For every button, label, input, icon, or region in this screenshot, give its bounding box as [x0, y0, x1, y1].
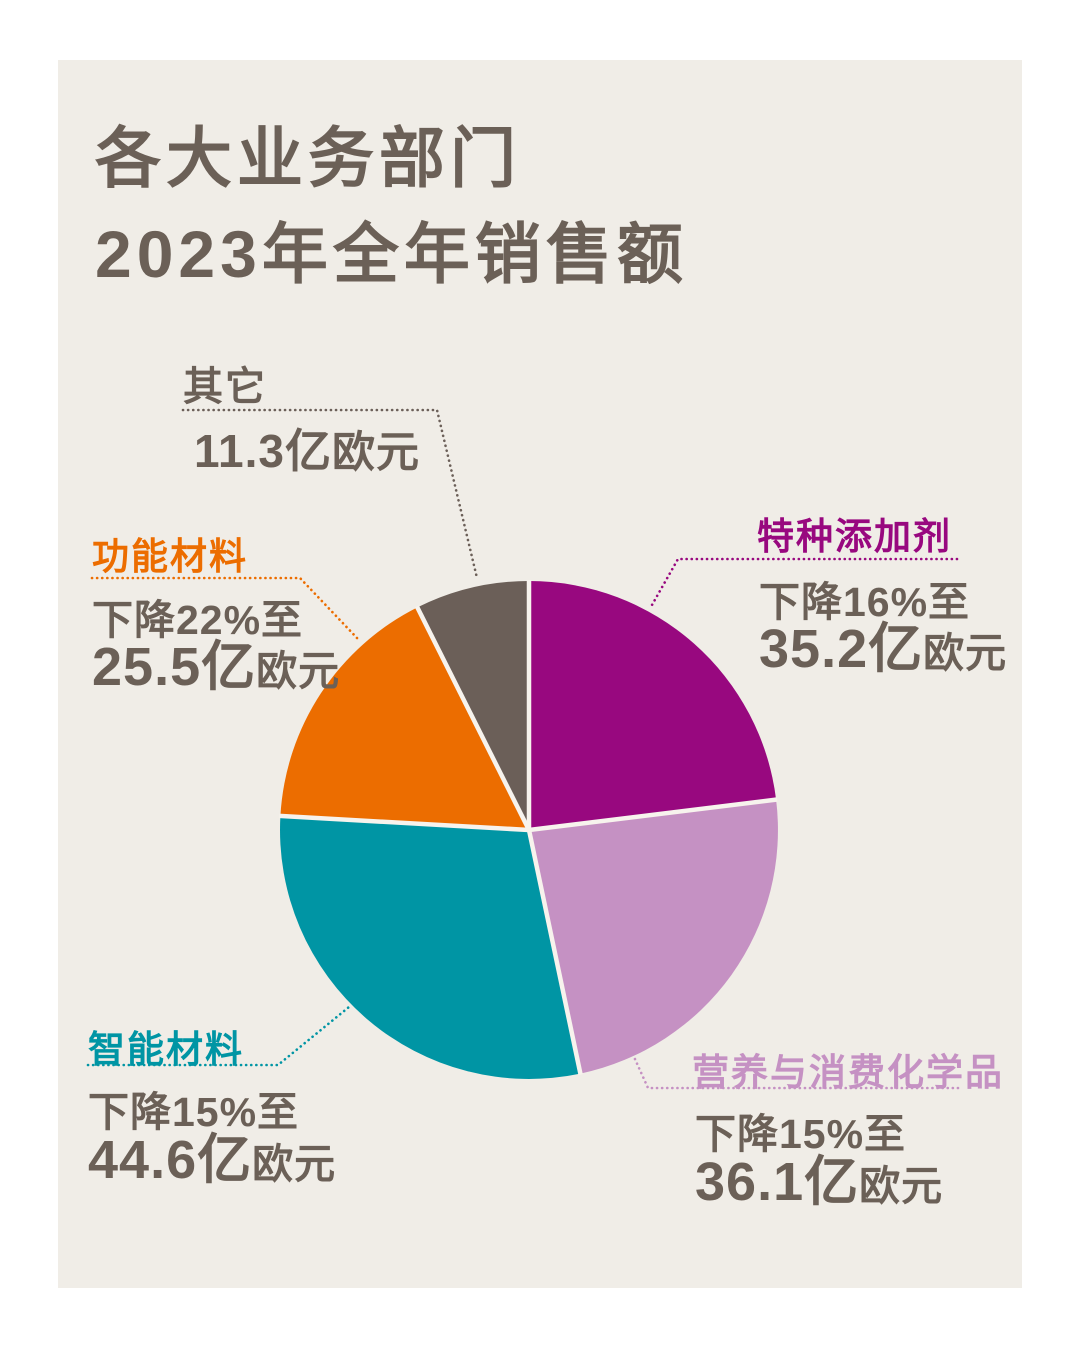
callout-label-performance-materials: 功能材料 — [92, 536, 248, 577]
leader-specialty-additives — [650, 557, 959, 607]
callout-change-performance-materials: 下降22%至 — [92, 597, 304, 643]
slice-divider — [526, 829, 583, 1076]
leader-smart-materials — [86, 1005, 351, 1067]
pie-slice-4 — [417, 581, 529, 830]
callout-amount-nutrition-consumer-unit: 欧元 — [859, 1163, 944, 1209]
pie-slice-0 — [529, 581, 777, 830]
callout-amount-smart-materials-unit: 欧元 — [252, 1141, 337, 1187]
callout-change-nutrition-consumer: 下降15%至 — [695, 1111, 907, 1157]
callout-amount-smart-materials-value: 44.6亿 — [88, 1130, 253, 1190]
chart-title-line1: 各大业务部门 — [95, 121, 521, 195]
chart-title-line2: 2023年全年销售额 — [95, 217, 688, 291]
callout-change-specialty-additives: 下降16%至 — [759, 579, 971, 625]
leader-nutrition-consumer — [628, 1046, 960, 1090]
callout-amount-specialty-additives-unit: 欧元 — [923, 630, 1008, 676]
pie-slice-2 — [280, 815, 581, 1079]
callout-amount-other: 11.3亿欧元 — [194, 415, 420, 481]
callout-label-specialty-additives: 特种添加剂 — [757, 516, 952, 557]
slice-divider — [414, 605, 532, 832]
callout-amount-other-value: 11.3亿 — [194, 425, 332, 477]
callout-change-smart-materials: 下降15%至 — [88, 1089, 300, 1135]
callout-label-other: 其它 — [183, 365, 267, 409]
pie-slice-1 — [529, 799, 778, 1074]
callout-amount-nutrition-consumer-value: 36.1亿 — [695, 1152, 860, 1212]
callout-amount-performance-materials-value: 25.5亿 — [92, 637, 257, 697]
callout-label-smart-materials: 智能材料 — [88, 1029, 244, 1070]
callout-amount-specialty-additives-value: 35.2亿 — [759, 619, 924, 679]
slice-divider — [279, 813, 530, 833]
callout-amount-specialty-additives: 35.2亿欧元 — [759, 604, 1007, 683]
leader-performance-materials — [90, 576, 359, 640]
callout-amount-nutrition-consumer: 36.1亿欧元 — [695, 1137, 943, 1216]
slice-divider — [528, 797, 778, 833]
chart-title: 各大业务部门 2023年全年销售额 — [95, 110, 688, 302]
callout-amount-other-unit: 欧元 — [332, 429, 420, 477]
callout-amount-smart-materials: 44.6亿欧元 — [88, 1115, 336, 1194]
callout-label-nutrition-consumer: 营养与消费化学品 — [692, 1052, 1004, 1093]
callout-amount-performance-materials: 25.5亿欧元 — [92, 622, 340, 701]
leader-other — [181, 408, 479, 580]
pie-slice-3 — [280, 607, 529, 830]
callout-amount-performance-materials-unit: 欧元 — [256, 648, 341, 694]
